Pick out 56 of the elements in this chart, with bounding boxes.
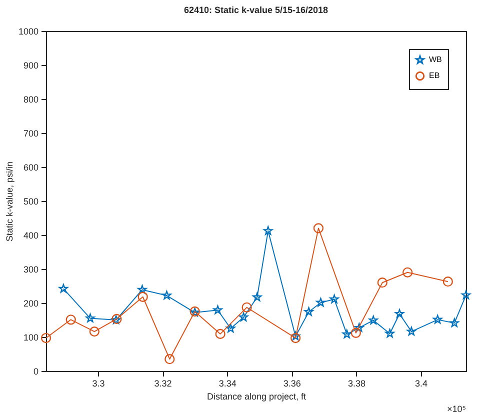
point — [290, 332, 301, 344]
point — [342, 329, 352, 338]
x-tick-label: 3.34 — [218, 378, 236, 388]
point — [213, 305, 222, 314]
point — [368, 316, 378, 324]
point — [138, 292, 148, 302]
point — [40, 332, 52, 344]
y-tick-label: 800 — [23, 94, 38, 104]
point — [442, 276, 453, 287]
point — [394, 309, 404, 318]
point — [377, 278, 388, 288]
point — [313, 223, 324, 234]
point — [406, 326, 416, 336]
y-tick-label: 1000 — [18, 26, 38, 36]
point — [290, 332, 300, 340]
point — [66, 314, 76, 325]
y-tick-label: 600 — [23, 162, 38, 172]
point — [450, 318, 459, 328]
x-tick-label: 3.36 — [283, 378, 301, 388]
y-axis-title: Static k-value, psi/in — [4, 161, 14, 242]
point — [138, 284, 147, 294]
x-tick-label: 3.3 — [92, 378, 105, 388]
point — [304, 307, 314, 316]
x-tick-label: 3.4 — [415, 378, 428, 388]
point — [238, 312, 248, 322]
point — [58, 284, 68, 293]
point — [350, 328, 361, 338]
x-axis-title: Distance along project, ft — [206, 392, 307, 402]
point — [215, 328, 226, 340]
legend-label: EB — [429, 71, 440, 80]
point — [226, 324, 236, 332]
y-tick-label: 700 — [23, 128, 38, 138]
point — [162, 290, 172, 300]
y-tick-label: 300 — [23, 264, 38, 274]
y-tick-label: 400 — [23, 230, 38, 240]
legend-label: WB — [429, 55, 442, 64]
y-tick-label: 100 — [23, 332, 38, 342]
x-tick-label: 3.32 — [154, 378, 172, 388]
point — [242, 302, 252, 312]
point — [89, 326, 100, 337]
point — [252, 292, 262, 302]
point — [330, 294, 339, 304]
y-tick-label: 900 — [23, 60, 38, 70]
point — [433, 314, 442, 324]
point — [402, 267, 413, 278]
x-tick-label: 3.38 — [348, 378, 366, 388]
point — [461, 290, 471, 300]
y-tick-label: 0 — [33, 366, 38, 376]
point — [385, 328, 394, 338]
text: ×10⁵ — [447, 404, 466, 414]
point — [264, 226, 273, 235]
chart-title: 62410: Static k-value 5/15-16/2018 — [184, 5, 328, 15]
point — [316, 298, 326, 307]
y-tick-label: 200 — [23, 298, 38, 308]
point — [164, 354, 175, 364]
y-tick-label: 500 — [23, 196, 38, 206]
